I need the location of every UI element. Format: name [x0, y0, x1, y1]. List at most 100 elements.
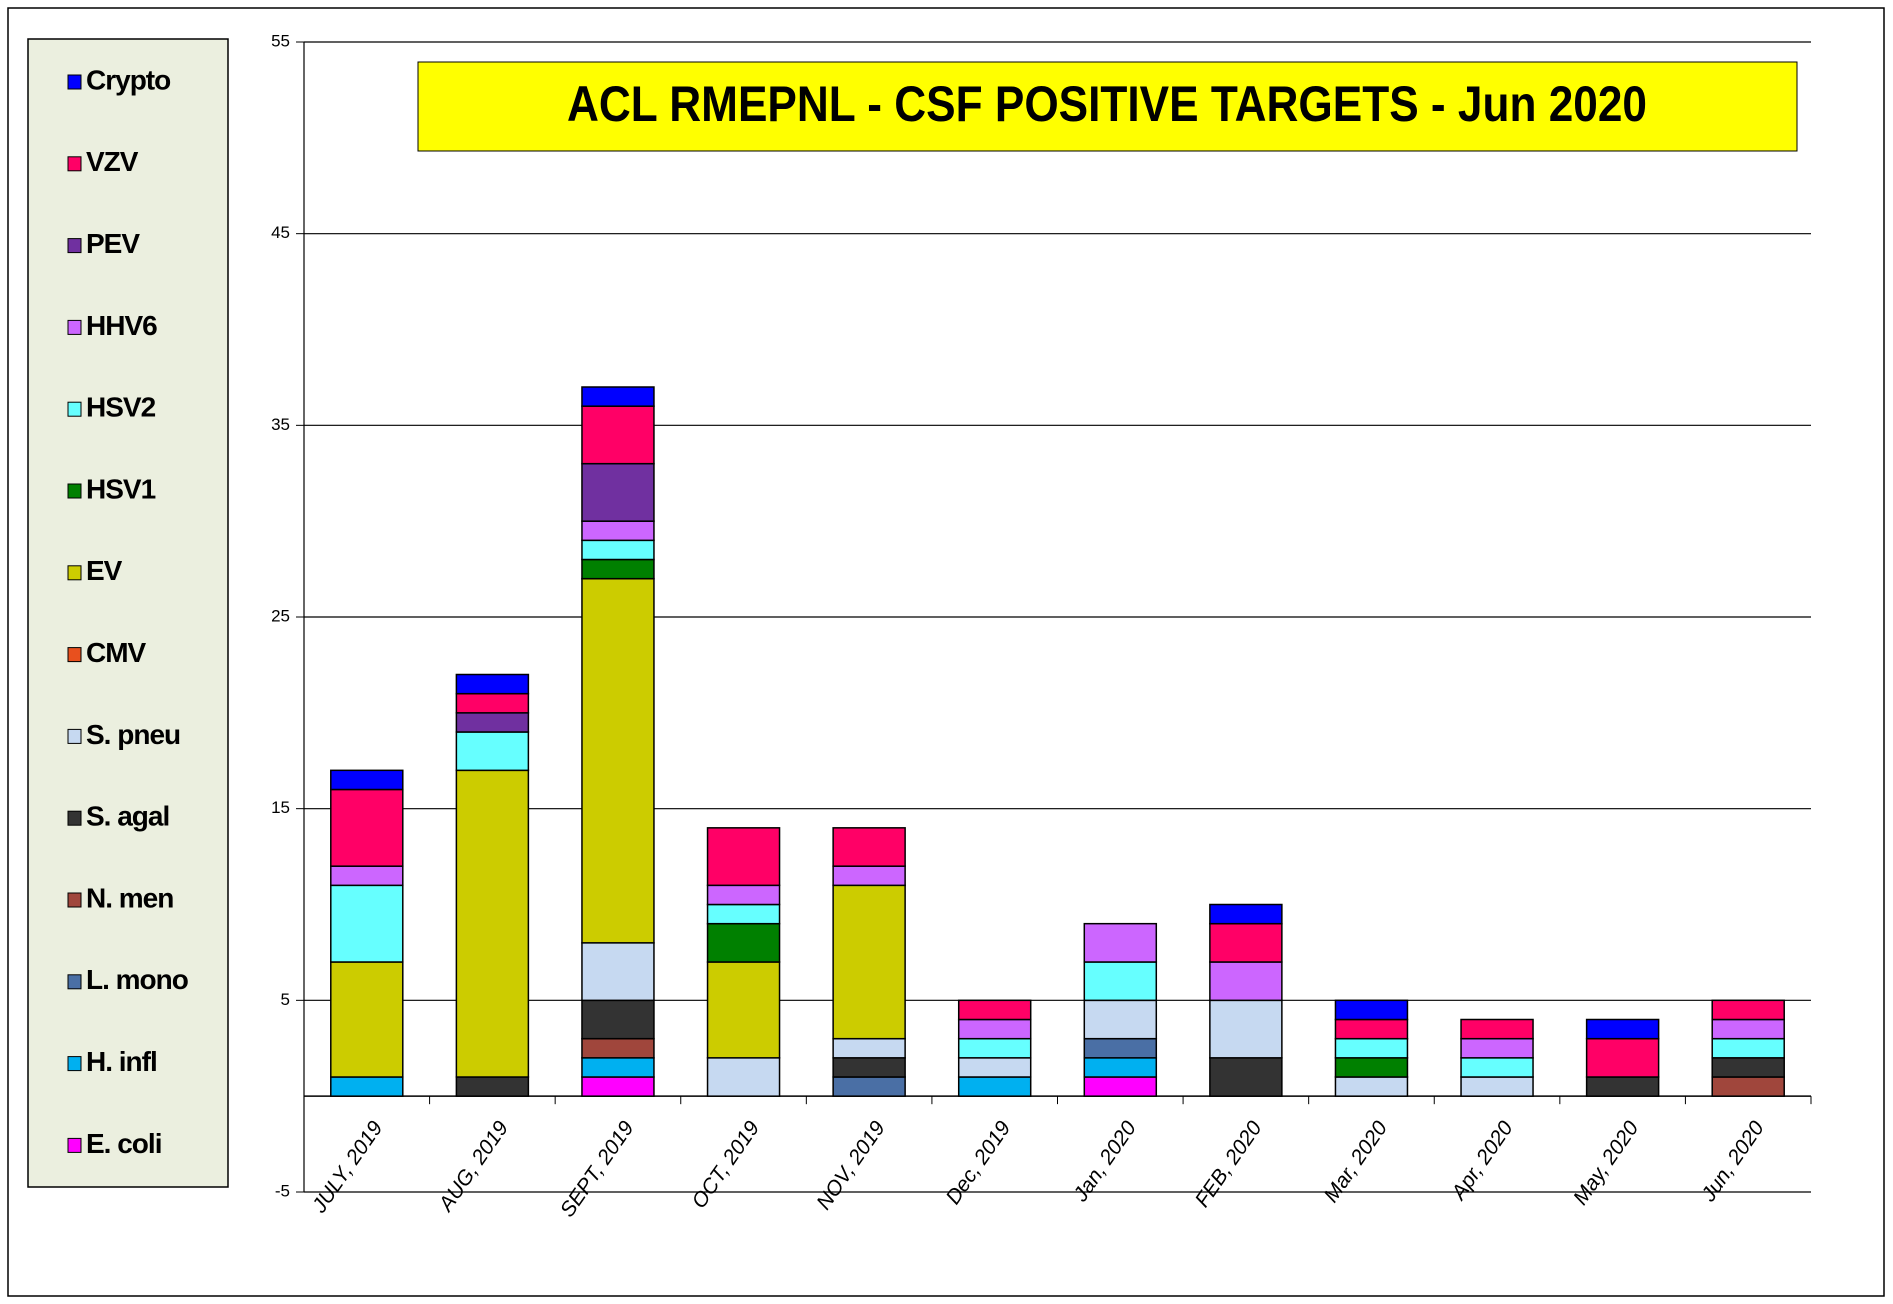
legend-label: Crypto [86, 64, 171, 95]
bar-segment [706, 827, 781, 887]
legend-label: L. mono [86, 964, 189, 995]
legend-swatch [67, 565, 82, 581]
bar-segment [1083, 999, 1158, 1040]
bar-segment [832, 827, 906, 867]
y-tick-label: 35 [271, 415, 290, 434]
y-tick-label: 55 [271, 31, 290, 50]
bar-segment [832, 1076, 906, 1097]
bar-segment [455, 1076, 530, 1097]
bar-segment [1209, 1057, 1283, 1097]
legend-label: S. agal [86, 801, 169, 832]
bar-segment [1585, 1037, 1660, 1078]
legend-label: CMV [86, 637, 147, 668]
bar-segment [330, 788, 404, 867]
legend-label: HSV2 [86, 392, 156, 423]
legend-swatch [67, 728, 82, 744]
legend-label: E. coli [86, 1128, 161, 1159]
bar-segment [455, 673, 530, 695]
legend-label: H. infl [86, 1046, 157, 1077]
bar-segment [581, 558, 655, 580]
bar-segment [330, 865, 404, 887]
y-tick-label: -5 [275, 1181, 290, 1200]
bar-segment [1209, 903, 1283, 925]
bar-segment [581, 386, 655, 407]
legend-swatch [67, 483, 82, 499]
y-tick-label: 5 [281, 990, 290, 1009]
bar-segment [330, 1076, 404, 1097]
legend-swatch [67, 319, 82, 335]
bar-segment [1460, 1037, 1534, 1059]
bar-segment [957, 1057, 1032, 1078]
bar-segment [581, 462, 655, 522]
y-tick-label: 15 [271, 798, 290, 817]
legend-swatch [67, 1137, 82, 1153]
bar-segment [1083, 922, 1158, 963]
bar-segment [581, 1057, 655, 1078]
bar-segment [581, 942, 655, 1002]
bar-segment [1711, 1018, 1785, 1040]
bar-segment [1711, 999, 1785, 1021]
bar-segment [957, 999, 1032, 1021]
legend-label: PEV [86, 228, 140, 259]
title-box [417, 61, 1798, 152]
legend-swatch [67, 974, 82, 990]
bar-segment [706, 903, 781, 925]
chart-border [7, 7, 1885, 1297]
bar-segment [1585, 1076, 1660, 1097]
legend-swatch [67, 238, 82, 254]
bar-segment [1460, 1018, 1534, 1040]
bar-segment [832, 1057, 906, 1078]
bar-segment [957, 1037, 1032, 1059]
bar-segment [1083, 1037, 1158, 1059]
bar-segment [455, 769, 530, 1078]
bar-segment [1334, 1057, 1409, 1078]
legend-swatch [67, 810, 82, 826]
bar-segment [581, 405, 655, 465]
legend-box [27, 38, 229, 1188]
bar-segment [957, 1018, 1032, 1040]
legend-label: HHV6 [86, 310, 157, 341]
legend-swatch [67, 892, 82, 908]
bar-segment [1460, 1076, 1534, 1097]
bar-segment [706, 961, 781, 1059]
bar-segment [1083, 1057, 1158, 1078]
bar-segment [1334, 1076, 1409, 1097]
bar-segment [832, 884, 906, 1040]
legend-label: HSV1 [86, 473, 156, 504]
bar-segment [581, 1037, 655, 1059]
bar-segment [1334, 999, 1409, 1021]
bar-segment [455, 731, 530, 772]
bar-segment [1334, 1037, 1409, 1059]
legend-swatch [67, 1056, 82, 1072]
bar-segment [706, 1057, 781, 1097]
bar-segment [832, 1037, 906, 1059]
y-tick-label: 45 [271, 223, 290, 242]
bar-segment [1711, 1037, 1785, 1059]
bar-segment [1209, 999, 1283, 1059]
legend-label: N. men [86, 882, 173, 913]
bar-segment [1585, 1018, 1660, 1040]
bar-segment [581, 999, 655, 1040]
legend-swatch [67, 156, 82, 172]
legend-swatch [67, 401, 82, 417]
bar-segment [330, 961, 404, 1078]
bar-segment [1083, 1076, 1158, 1097]
bar-segment [1711, 1076, 1785, 1097]
bar-segment [455, 692, 530, 714]
chart-title: ACL RMEPNL - CSF POSITIVE TARGETS - Jun … [567, 76, 1647, 132]
y-tick-label: 25 [271, 606, 290, 625]
legend-label: VZV [86, 146, 139, 177]
bar-segment [1209, 922, 1283, 963]
bar-segment [706, 922, 781, 963]
bar-segment [1083, 961, 1158, 1002]
legend-swatch [67, 647, 82, 663]
bar-segment [330, 884, 404, 963]
legend-swatch [67, 74, 82, 90]
bar-segment [957, 1076, 1032, 1097]
bar-segment [1711, 1057, 1785, 1078]
bar-segment [581, 577, 655, 944]
bar-segment [1334, 1018, 1409, 1040]
bar-segment [330, 769, 404, 791]
legend-label: S. pneu [86, 719, 180, 750]
